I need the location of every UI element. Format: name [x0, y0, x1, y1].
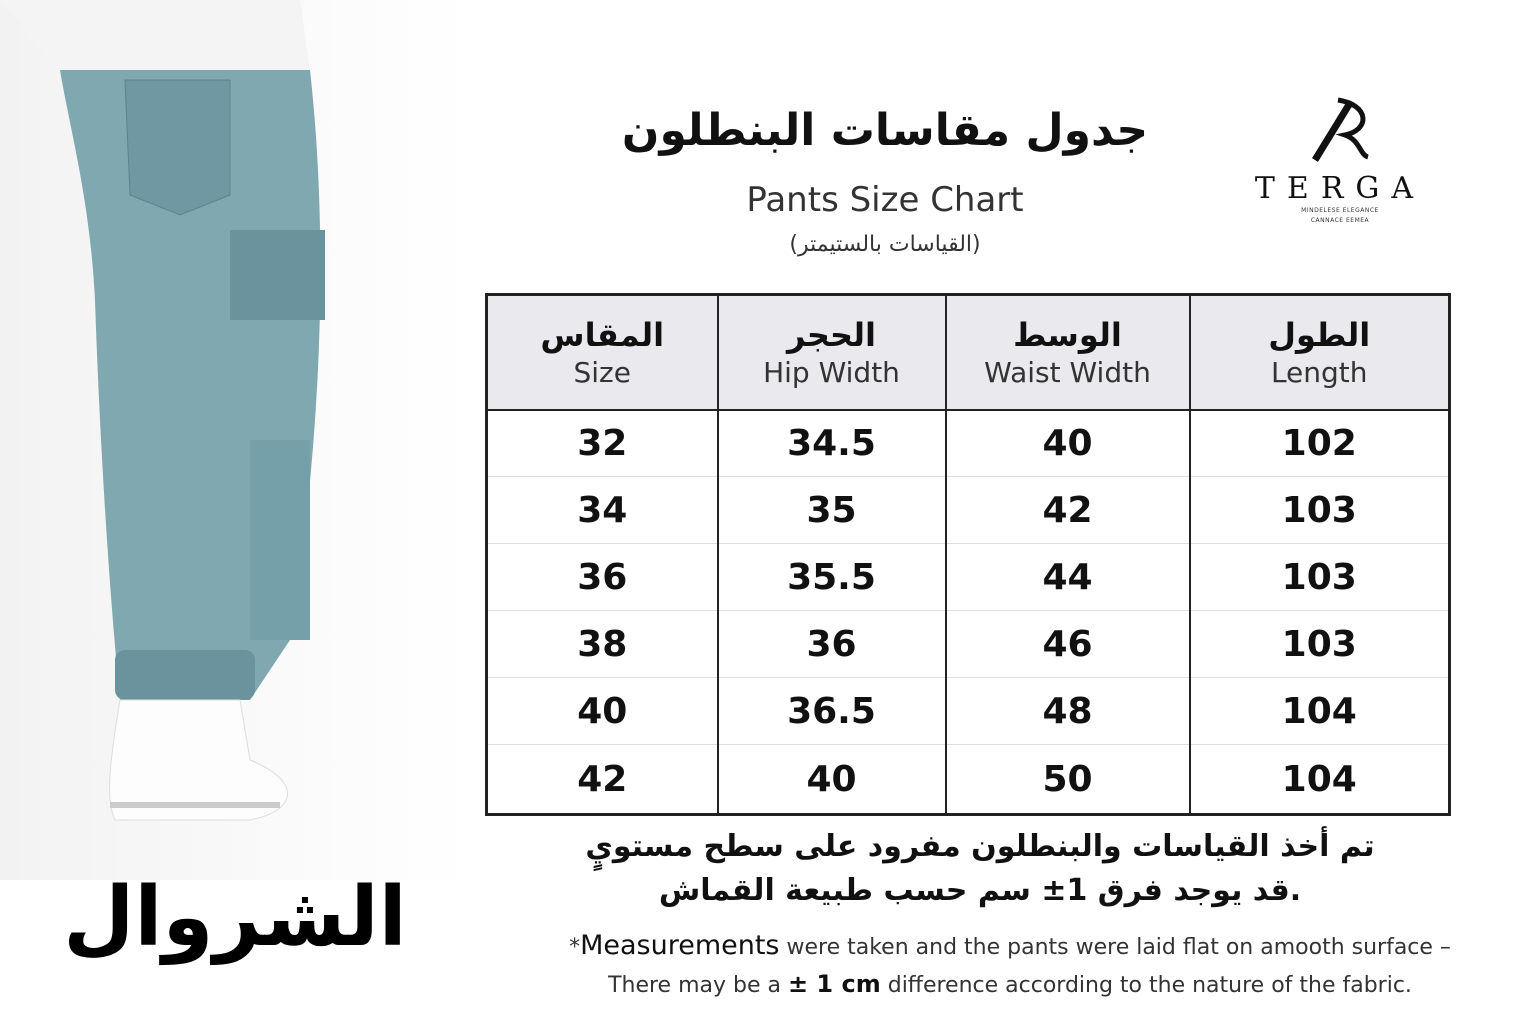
product-photo: [0, 0, 470, 880]
note-line-2a: There may be a: [608, 973, 788, 998]
table-cell: 46: [944, 610, 1191, 678]
table-cell: 103: [1188, 543, 1451, 611]
unit-note: (القياسات بالستيمتر): [789, 232, 981, 257]
note-english: *Measurements were taken and the pants w…: [500, 928, 1520, 1004]
header-en: Size: [573, 355, 631, 389]
table-row: 32 34.5 40 102: [485, 409, 1451, 477]
note-arabic: تم أخذ القياسات والبنطلون مفرود على سطح …: [540, 825, 1420, 913]
title-arabic: جدول مقاسات البنطلون: [621, 105, 1149, 156]
table-header-row: المقاس Size الحجر Hip Width الوسط Waist Wid…: [485, 293, 1451, 411]
table-cell: 36: [485, 543, 719, 611]
header-length: الطول Length: [1188, 293, 1451, 411]
header-en: Waist Width: [984, 355, 1151, 389]
table-cell: 40: [944, 409, 1191, 477]
table-cell: 102: [1188, 409, 1451, 477]
note-line-2b: difference according to the nature of th…: [880, 973, 1412, 998]
table-cell: 104: [1188, 744, 1451, 815]
header-en: Length: [1270, 355, 1368, 389]
table-cell: 34.5: [716, 409, 947, 477]
table-cell: 40: [716, 744, 947, 815]
product-name: الشروال: [63, 870, 407, 965]
table-cell: 36.5: [716, 677, 947, 745]
logo-wordmark: TERGA: [1254, 171, 1426, 206]
table-row: 36 35.5 44 103: [485, 543, 1451, 611]
size-table: المقاس Size الحجر Hip Width الوسط Waist Wid…: [485, 293, 1451, 816]
note-asterisk: *: [569, 935, 581, 960]
brand-logo: TERGA MINDELESE ELEGANCE CANNACE EEMEA: [1240, 95, 1440, 226]
table-cell: 35: [716, 476, 947, 544]
note-arabic-line-2: .قد يوجد فرق 1± سم حسب طبيعة القماش: [658, 873, 1302, 908]
logo-tagline: MINDELESE ELEGANCE: [1301, 207, 1379, 214]
header-size: المقاس Size: [485, 293, 719, 411]
table-cell: 42: [485, 744, 719, 815]
table-cell: 44: [944, 543, 1191, 611]
table-cell: 35.5: [716, 543, 947, 611]
table-cell: 104: [1188, 677, 1451, 745]
note-bold-word: Measurements: [580, 930, 780, 961]
terga-logo-mark-icon: [1312, 97, 1370, 162]
header-hip: الحجر Hip Width: [716, 293, 947, 411]
table-row: 40 36.5 48 104: [485, 677, 1451, 745]
table-cell: 48: [944, 677, 1191, 745]
title-english: Pants Size Chart: [746, 180, 1024, 220]
header-waist: الوسط Waist Width: [944, 293, 1191, 411]
header-ar: الحجر: [786, 315, 876, 354]
header-ar: المقاس: [540, 315, 665, 354]
table-cell: 32: [485, 409, 719, 477]
table-cell: 103: [1188, 476, 1451, 544]
note-tolerance: ± 1 cm: [787, 970, 881, 998]
jeans-illustration: [0, 0, 325, 821]
table-cell: 36: [716, 610, 947, 678]
header-ar: الطول: [1268, 315, 1371, 354]
table-cell: 34: [485, 476, 719, 544]
header-en: Hip Width: [763, 355, 900, 389]
table-row: 34 35 42 103: [485, 476, 1451, 544]
table-cell: 42: [944, 476, 1191, 544]
logo-tagline-2: CANNACE EEMEA: [1310, 217, 1370, 224]
note-line-1: were taken and the pants were laid flat …: [779, 935, 1451, 960]
table-cell: 38: [485, 610, 719, 678]
table-cell: 50: [944, 744, 1191, 815]
table-row: 42 40 50 104: [485, 744, 1451, 815]
note-arabic-line-1: تم أخذ القياسات والبنطلون مفرود على سطح …: [585, 829, 1375, 864]
table-cell: 40: [485, 677, 719, 745]
header-ar: الوسط: [1013, 315, 1122, 354]
table-row: 38 36 46 103: [485, 610, 1451, 678]
table-cell: 103: [1188, 610, 1451, 678]
